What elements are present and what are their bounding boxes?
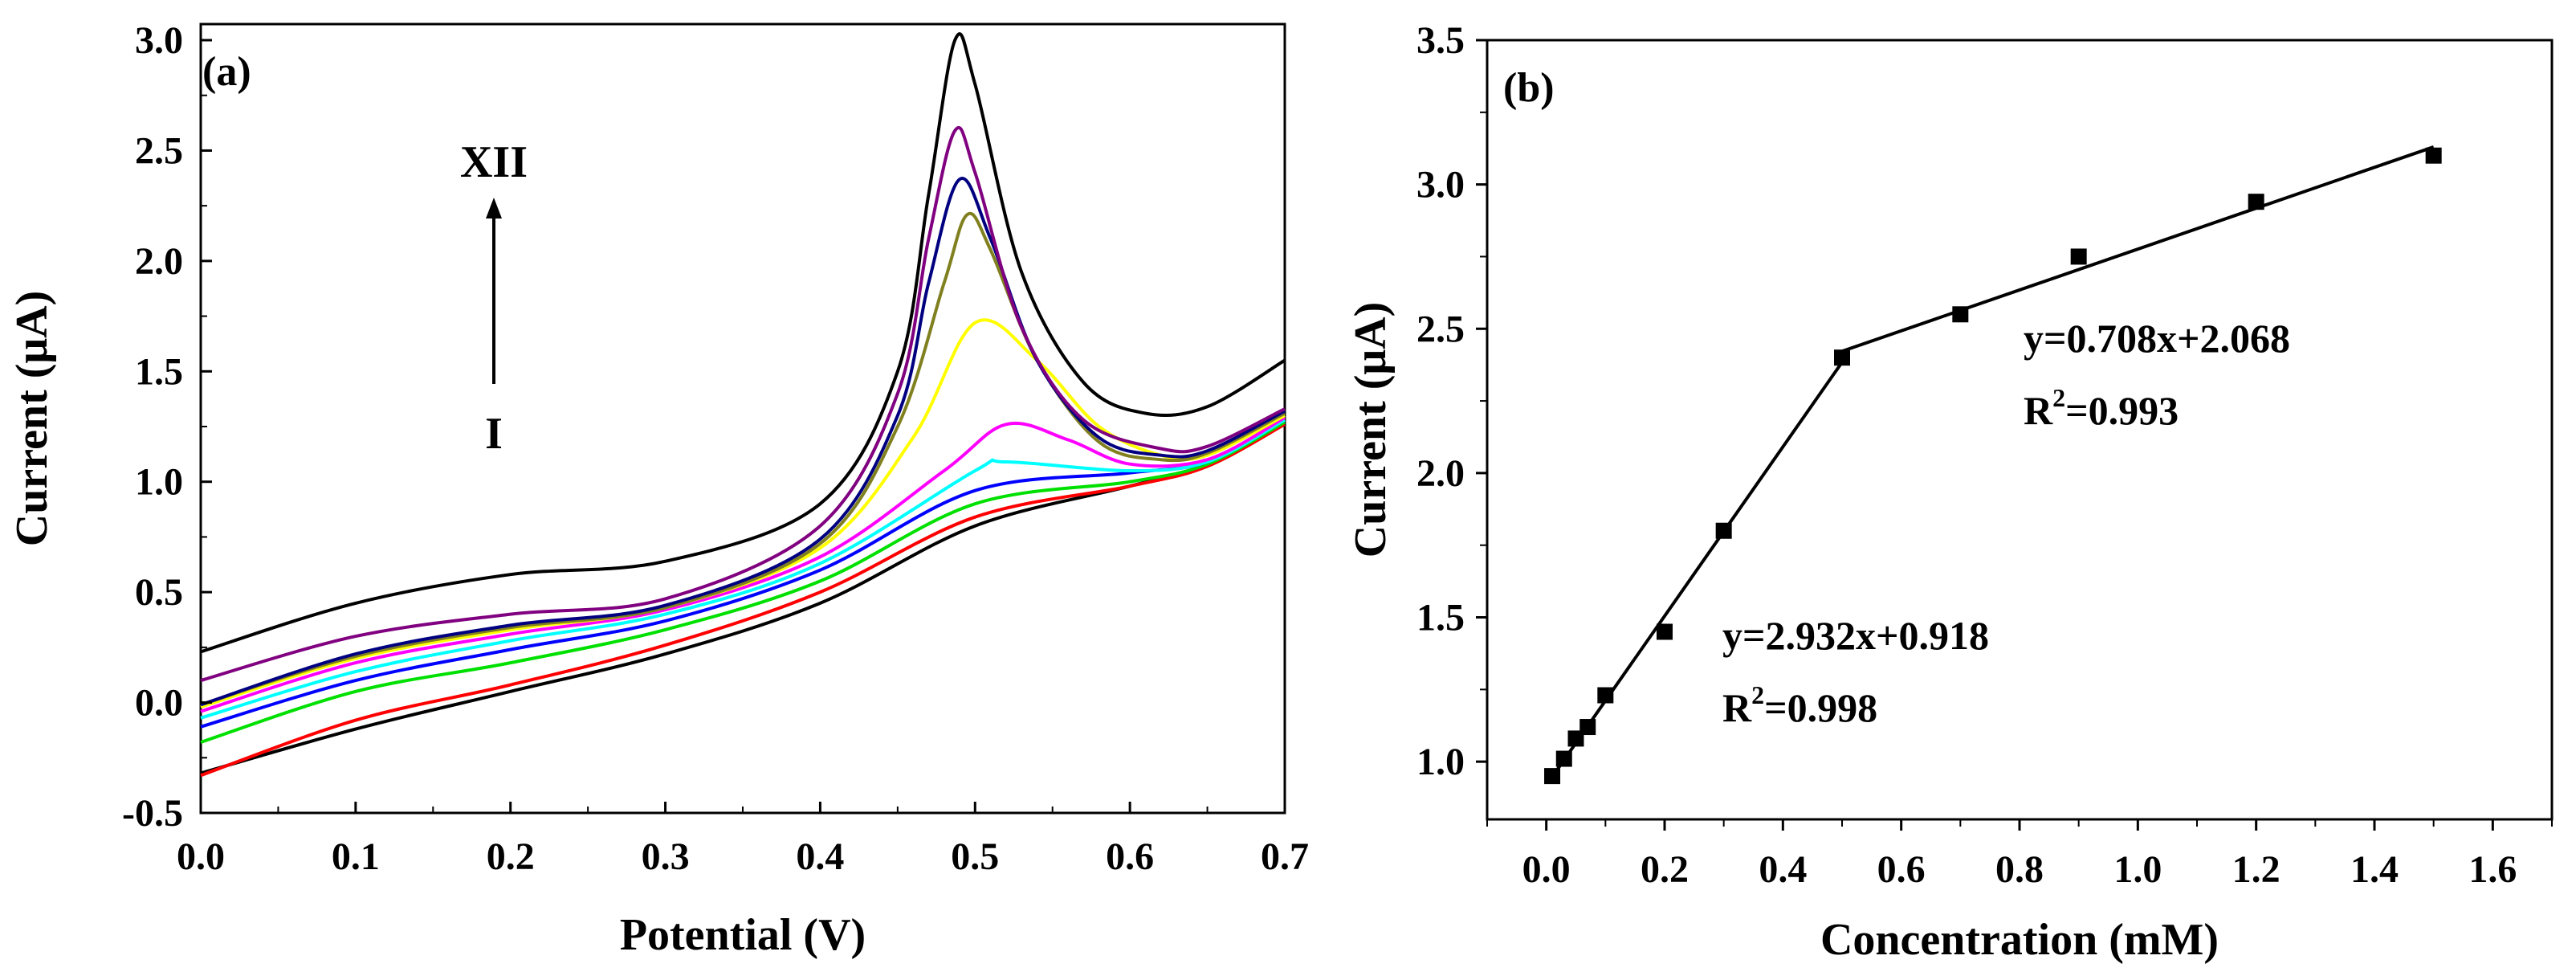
arrow-head (486, 198, 502, 218)
data-point (1555, 750, 1572, 767)
x-tick-label-b: 1.4 (2350, 848, 2399, 891)
x-axis-title-b: Concentration (mM) (1820, 915, 2219, 965)
x-tick-label-a: 0.4 (796, 835, 844, 878)
fit-equation-high: y=0.708x+2.068 (2024, 316, 2290, 361)
x-tick-label-b: 0.0 (1522, 848, 1571, 891)
plot-frame-a (199, 22, 1286, 815)
data-point (2248, 194, 2264, 210)
x-tick-label-b: 1.6 (2468, 848, 2517, 891)
data-point (1597, 687, 1614, 704)
data-point (2070, 248, 2087, 265)
fit-r2-high: R2=0.993 (2024, 383, 2179, 433)
cv-curve-8 (200, 211, 1286, 707)
y-tick-label-a: 3.0 (135, 19, 183, 62)
x-tick-label-a: 0.5 (951, 835, 999, 878)
x-axis-title-a: Potential (V) (620, 910, 866, 960)
x-tick-label-b: 0.8 (1995, 848, 2044, 891)
x-tick-label-a: 0.2 (487, 835, 535, 878)
x-tick-label-a: 0.7 (1261, 835, 1309, 878)
y-tick-label-a: 1.0 (135, 461, 183, 504)
x-tick-label-a: 0.0 (177, 835, 225, 878)
x-ticks-a: 0.0 0.1 0.2 0.3 0.4 0.5 0.6 0.7 (177, 802, 1309, 878)
y-axis-title-b: Current (μA) (1346, 302, 1396, 557)
cv-curve-2 (200, 423, 1286, 778)
fit-line-1 (1551, 361, 1844, 778)
arrow-label-bottom: I (485, 409, 503, 459)
data-point (1952, 306, 1969, 323)
y-tick-label-a: 2.0 (135, 240, 183, 283)
panel-label-b: (b) (1503, 65, 1555, 111)
panel-label-a: (a) (202, 49, 251, 95)
y-tick-label-a: 1.5 (135, 350, 183, 393)
x-tick-label-b: 0.2 (1641, 848, 1689, 891)
data-point (1579, 719, 1596, 736)
y-tick-label-b: 1.5 (1416, 597, 1465, 639)
fit-r2-low: R2=0.998 (1722, 680, 1877, 730)
y-tick-label-b: 1.0 (1416, 741, 1465, 783)
fit-equation-low: y=2.932x+0.918 (1722, 613, 1989, 658)
plot-frame-b (1486, 39, 2554, 821)
x-tick-label-b: 0.4 (1759, 848, 1807, 891)
y-tick-label-a: 0.0 (135, 682, 183, 725)
y-tick-label-a: 0.5 (135, 571, 183, 614)
x-tick-label-a: 0.3 (642, 835, 690, 878)
x-tick-label-a: 0.1 (332, 835, 380, 878)
chart-panel-b: 0.0 0.2 0.4 0.6 0.8 1.0 1.2 1.4 1.6 1.0 1.5 2.0 2.5… (1346, 19, 2554, 965)
data-point (1834, 349, 1850, 366)
y-tick-label-b: 2.5 (1416, 308, 1465, 350)
y-axis-title-a: Current (μA) (7, 291, 57, 546)
cv-curve-6 (200, 416, 1286, 713)
data-points-b (1544, 147, 2442, 785)
y-ticks-b: 1.0 1.5 2.0 2.5 3.0 3.5 (1416, 19, 1487, 783)
y-ticks-a: -0.5 0.0 0.5 1.0 1.5 2.0 2.5 3.0 (122, 19, 212, 835)
x-ticks-b: 0.0 0.2 0.4 0.6 0.8 1.0 1.2 1.4 1.6 (1486, 819, 2553, 891)
chart-panel-a: 0.0 0.1 0.2 0.3 0.4 0.5 0.6 0.7 -0.50.00.51.01.… (7, 19, 1309, 960)
x-tick-label-b: 1.2 (2232, 848, 2280, 891)
x-tick-label-b: 1.0 (2113, 848, 2162, 891)
cv-curve-3 (200, 420, 1286, 744)
cv-curve-9 (200, 177, 1286, 707)
data-point (1544, 768, 1561, 785)
cv-curve-10 (200, 125, 1286, 683)
fit-lines-b (1551, 145, 2435, 778)
data-point (1657, 623, 1673, 640)
fit-line-2 (1841, 145, 2435, 353)
y-tick-label-a: -0.5 (122, 792, 183, 835)
cv-curve-7 (200, 318, 1286, 709)
x-tick-label-b: 0.6 (1877, 848, 1926, 891)
cv-curve-11 (200, 32, 1286, 654)
data-point (2425, 147, 2442, 164)
y-tick-label-b: 2.0 (1416, 452, 1465, 495)
y-tick-label-a: 2.5 (135, 129, 183, 172)
x-tick-label-a: 0.6 (1106, 835, 1154, 878)
y-tick-label-b: 3.0 (1416, 164, 1465, 206)
data-point (1715, 522, 1732, 539)
series-group-a (200, 32, 1286, 778)
cv-curve-5 (200, 419, 1286, 720)
arrow-label-top: XII (460, 137, 528, 187)
y-tick-label-b: 3.5 (1416, 19, 1465, 62)
